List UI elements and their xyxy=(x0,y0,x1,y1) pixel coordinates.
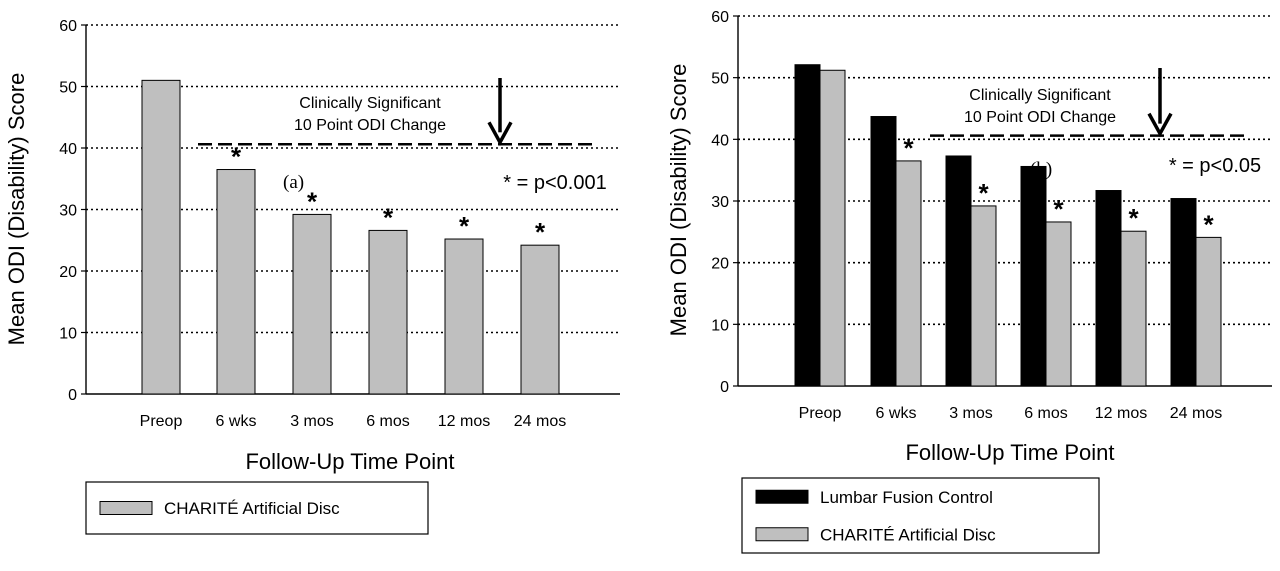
threshold-label-line2: 10 Point ODI Change xyxy=(294,117,446,134)
significance-star: * xyxy=(1128,203,1139,233)
significance-note: * = p<0.001 xyxy=(503,172,606,194)
bar-6-mos-series-1 xyxy=(368,229,408,395)
threshold-label-line2: 10 Point ODI Change xyxy=(964,109,1116,126)
threshold-arrow-head xyxy=(487,121,513,146)
bar-3-mos-series-1 xyxy=(945,155,972,387)
significance-star: * xyxy=(903,133,914,163)
y-tick-label: 60 xyxy=(711,9,729,26)
y-tick-label: 30 xyxy=(59,203,77,220)
legend-label-2: CHARITÉ Artificial Disc xyxy=(820,525,996,544)
x-tick-label: 6 wks xyxy=(216,413,257,430)
x-tick-label: 6 mos xyxy=(366,413,410,430)
bar-24-mos-series-2 xyxy=(1195,236,1222,387)
bar-12-mos-series-1 xyxy=(444,238,484,395)
y-axis-label: Mean ODI (Disability) Score xyxy=(666,64,691,337)
significance-star: * xyxy=(535,217,546,247)
legend-swatch-2 xyxy=(755,527,809,542)
bar-24-mos-series-1 xyxy=(1170,198,1197,387)
threshold-arrow-head xyxy=(1147,112,1173,138)
bar-6-wks-series-1 xyxy=(870,116,897,387)
legend-swatch-1 xyxy=(755,489,809,504)
threshold-label-line1: Clinically Significant xyxy=(969,87,1111,104)
bar-6-wks-series-2 xyxy=(895,160,922,387)
y-tick-label: 40 xyxy=(711,132,729,149)
bar-preop-series-1 xyxy=(141,79,181,395)
x-tick-label: 12 mos xyxy=(438,413,490,430)
legend-label-1: CHARITÉ Artificial Disc xyxy=(164,499,340,518)
chart-panel-2: 0 10 20 30 40 50 60 Preop * 6 wks * 3 mos * 6 mos * 12 … xyxy=(666,9,1272,554)
significance-star: * xyxy=(383,202,394,232)
y-tick-label: 50 xyxy=(59,80,77,97)
y-tick-label: 20 xyxy=(59,264,77,281)
y-tick-label: 20 xyxy=(711,256,729,273)
x-tick-label: 6 mos xyxy=(1024,405,1068,422)
bar-24-mos-series-1 xyxy=(520,244,560,395)
x-tick-label: 3 mos xyxy=(290,413,334,430)
legend-label-1: Lumbar Fusion Control xyxy=(820,488,993,507)
y-tick-label: 0 xyxy=(720,379,729,396)
panel-label: (a) xyxy=(283,172,304,193)
y-tick-label: 10 xyxy=(711,317,729,334)
bar-preop-series-2 xyxy=(819,69,846,387)
bar-6-mos-series-2 xyxy=(1045,221,1072,387)
bar-3-mos-series-1 xyxy=(292,213,332,395)
significance-star: * xyxy=(307,186,318,216)
y-tick-label: 40 xyxy=(59,141,77,158)
bar-12-mos-series-2 xyxy=(1120,230,1147,387)
y-tick-label: 0 xyxy=(68,387,77,404)
y-tick-label: 30 xyxy=(711,194,729,211)
x-tick-label: 6 wks xyxy=(876,405,917,422)
y-tick-label: 10 xyxy=(59,326,77,343)
y-axis-label: Mean ODI (Disability) Score xyxy=(4,73,29,346)
significance-star: * xyxy=(978,178,989,208)
x-tick-label: 12 mos xyxy=(1095,405,1147,422)
bar-6-wks-series-1 xyxy=(216,169,256,395)
x-tick-label: Preop xyxy=(140,413,183,430)
significance-note: * = p<0.05 xyxy=(1169,155,1261,177)
chart-panel-1: 0 10 20 30 40 50 60 Preop * 6 wks * 3 mos * 6 mos * 12 … xyxy=(4,18,620,535)
bar-preop-series-1 xyxy=(794,64,821,387)
y-tick-label: 60 xyxy=(59,18,77,35)
x-tick-label: 24 mos xyxy=(1170,405,1222,422)
bar-6-mos-series-1 xyxy=(1020,165,1047,387)
significance-star: * xyxy=(459,211,470,241)
significance-star: * xyxy=(1053,194,1064,224)
x-axis-label: Follow-Up Time Point xyxy=(245,449,454,474)
significance-star: * xyxy=(231,142,242,172)
x-tick-label: Preop xyxy=(799,405,842,422)
legend-swatch-1 xyxy=(99,501,153,515)
significance-star: * xyxy=(1203,209,1214,239)
x-tick-label: 3 mos xyxy=(949,405,993,422)
bar-12-mos-series-1 xyxy=(1095,190,1122,387)
threshold-label-line1: Clinically Significant xyxy=(299,95,441,112)
y-tick-label: 50 xyxy=(711,71,729,88)
bar-3-mos-series-2 xyxy=(970,205,997,387)
panel-label: (b) xyxy=(1030,159,1052,180)
x-axis-label: Follow-Up Time Point xyxy=(905,440,1114,465)
x-tick-label: 24 mos xyxy=(514,413,566,430)
